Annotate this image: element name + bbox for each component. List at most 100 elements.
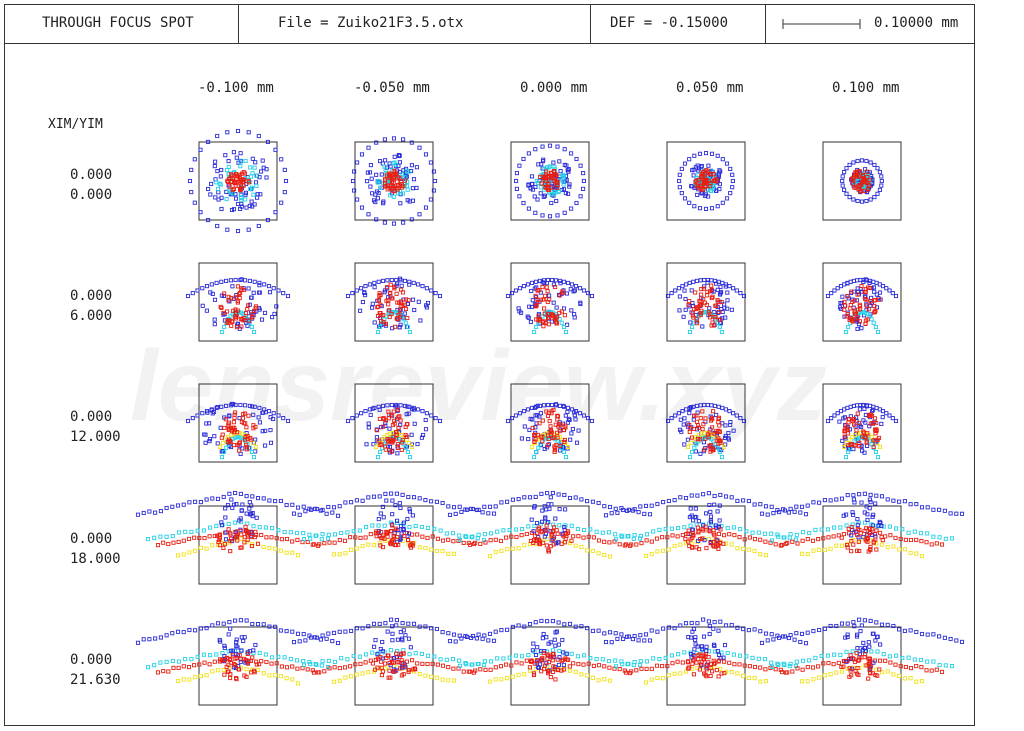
spot-dot-blue [728,166,733,171]
spot-dot-cyan [688,523,693,528]
spot-dot-cyan [690,324,695,330]
spot-dot-red [395,183,400,188]
spot-dot-red [244,447,249,452]
spot-dot-blue [187,178,193,184]
spot-dot-cyan [294,658,300,663]
spot-dot-blue [364,442,369,447]
spot-dot-red [854,428,859,433]
spot-dot-yellow [822,673,827,678]
spot-dot-red [629,669,634,674]
spot-dot-yellow [897,673,902,678]
spot-dot-red [553,677,558,682]
spot-dot-blue [405,301,410,307]
spot-dot-cyan [600,657,605,662]
spot-dot-red [849,673,854,678]
spot-dot-blue [677,178,682,184]
spot-dot-blue [368,163,373,168]
spot-dot-blue [706,163,711,168]
spot-dot-yellow [678,671,683,676]
spot-dot-yellow [655,675,660,681]
spot-dot-cyan [762,531,768,536]
spot-dot-cyan [301,662,307,667]
spot-dot-red [888,660,893,665]
spot-dot-cyan [690,449,695,455]
spot-dot-blue [396,153,401,158]
spot-dot-blue [314,507,319,512]
spot-dot-red [863,289,868,294]
spot-dot-cyan [937,663,942,668]
spot-dot-blue [857,423,862,428]
spot-dot-red [226,427,231,432]
row-yim: 12.000 [70,429,121,445]
spot-dot-yellow [278,674,283,679]
spot-dot-red [389,296,394,301]
spot-dot-cyan [375,180,381,185]
spot-dot-cyan [620,662,625,667]
spot-dot-yellow [721,444,727,450]
spot-dot-cyan [725,650,730,656]
spot-dot-red [186,665,192,670]
spot-dot-red [237,440,242,445]
spot-dot-yellow [590,548,595,553]
spot-dot-red [228,532,233,537]
spot-dot-cyan [715,445,720,450]
spot-dot-blue [877,187,882,192]
spot-dot-red [752,664,758,670]
spot-dot-red [524,531,529,537]
spot-dot-cyan [482,659,487,664]
spot-dot-red [239,532,244,537]
spot-dot-cyan [276,654,281,659]
spot-dot-red [405,537,411,543]
spot-cell-frame [510,626,590,706]
spot-dot-red [701,177,706,182]
spot-dot-blue [834,497,839,502]
spot-cell-frame [666,626,746,706]
spot-dot-red [228,440,233,445]
spot-dot-blue [919,631,925,637]
spot-dot-red [402,533,407,539]
spot-dot-blue [227,299,232,304]
spot-dot-blue [877,282,882,287]
spot-dot-blue [239,508,244,513]
spot-dot-yellow [343,675,348,680]
spot-dot-cyan [546,165,551,170]
spot-dot-yellow [255,667,261,672]
spot-dot-blue [380,403,386,408]
spot-dot-cyan [413,523,418,529]
spot-dot-blue [378,511,383,516]
spot-dot-red [181,538,186,543]
spot-dot-yellow [914,679,919,684]
row-label-4: 0.000 21.630 [70,650,121,690]
spot-dot-yellow [729,670,734,675]
spot-dot-blue [556,662,561,667]
spot-dot-yellow [567,668,573,673]
spot-dot-red [866,307,871,312]
spot-dot-blue [380,278,386,283]
spot-dot-red [251,423,256,428]
spot-dot-cyan [569,651,574,656]
spot-dot-blue [164,505,169,511]
spot-dot-red [545,185,550,190]
spot-dot-blue [522,624,527,629]
spot-dot-red [473,668,478,673]
spot-dot-red [415,532,420,537]
spot-dot-red [386,302,391,307]
spot-dot-blue [522,424,527,429]
spot-dot-red [874,421,879,426]
spot-dot-cyan [813,655,818,660]
spot-dot-blue [374,140,379,145]
spot-dot-red [553,318,558,323]
spot-dot-cyan [463,534,468,539]
spot-dot-red [387,668,392,673]
spot-dot-red [388,541,393,546]
spot-dot-blue [428,160,433,165]
spot-dot-blue [230,284,235,289]
spot-dot-yellow [244,540,249,545]
spot-dot-blue [235,201,241,207]
spot-dot-blue [741,627,746,632]
spot-dot-red [869,412,874,417]
spot-dot-blue [355,160,360,165]
spot-dot-blue [822,626,827,631]
spot-dot-blue [540,280,545,285]
spot-dot-yellow [217,444,223,450]
